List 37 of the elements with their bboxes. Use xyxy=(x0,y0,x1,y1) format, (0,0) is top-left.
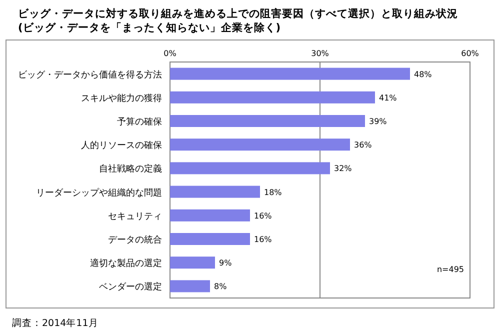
y-tick-label: セキュリティ xyxy=(108,212,162,222)
data-label: 39% xyxy=(369,117,388,126)
y-tick-label: 予算の確保 xyxy=(117,116,162,128)
bar xyxy=(170,256,215,269)
y-tick-label: リーダーシップや組織的な問題 xyxy=(36,187,162,198)
bar xyxy=(170,186,260,198)
chart-title: ビッグ・データに対する取り組みを進める上での阻害要因（すべて選択）と取り組み状況 xyxy=(18,7,458,20)
y-tick-label: 適切な製品の選定 xyxy=(90,258,162,270)
chart-subtitle: (ビッグ・データを「まったく知らない」企業を除く) xyxy=(18,21,281,34)
data-label: 41% xyxy=(379,93,398,102)
bar xyxy=(170,280,210,292)
bar xyxy=(170,209,250,222)
data-label: 8% xyxy=(214,282,228,292)
y-tick-label: 人的リソースの確保 xyxy=(81,140,162,152)
annotation: n=495 xyxy=(436,265,464,274)
bar xyxy=(170,138,350,151)
data-label: 9% xyxy=(219,258,232,268)
data-label: 48% xyxy=(414,70,432,79)
y-tick-label: ベンダーの選定 xyxy=(99,282,162,293)
text: 調査：2014年11月 xyxy=(12,317,98,329)
y-tick-label: データの統合 xyxy=(108,234,162,246)
x-tick-label: 30% xyxy=(311,49,330,58)
data-label: 16% xyxy=(254,211,272,220)
x-tick-label: 60% xyxy=(461,49,480,58)
data-label: 36% xyxy=(354,140,372,150)
bar xyxy=(170,162,330,174)
data-label: 18% xyxy=(264,188,282,197)
x-tick-label: 0% xyxy=(164,49,177,58)
data-label: 16% xyxy=(254,235,272,244)
bar xyxy=(170,115,365,127)
y-tick-label: 自社戦略の定義 xyxy=(99,164,162,175)
bar xyxy=(170,68,410,80)
bar xyxy=(170,233,250,245)
y-tick-label: ビッグ・データから価値を得る方法 xyxy=(18,69,162,80)
data-label: 32% xyxy=(334,164,352,174)
y-tick-label: スキルや能力の獲得 xyxy=(81,92,162,104)
bar xyxy=(170,91,375,104)
